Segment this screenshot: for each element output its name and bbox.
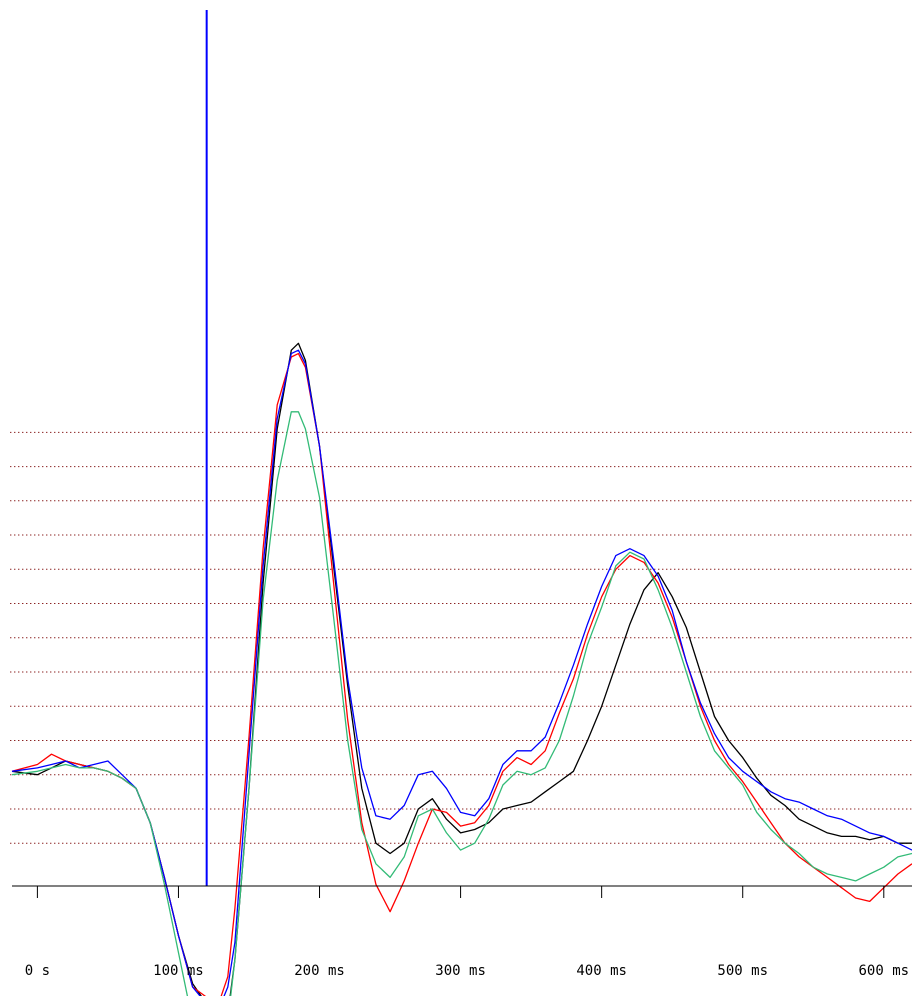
series-line — [11, 349, 912, 996]
series-line — [11, 342, 912, 996]
x-tick-label: 300 ms — [435, 963, 486, 979]
x-tick-label: 200 ms — [294, 963, 345, 979]
x-tick-label: 400 ms — [576, 963, 627, 979]
series-line — [11, 352, 912, 996]
series-line — [11, 411, 912, 996]
x-tick-label: 0 s — [25, 963, 50, 979]
x-axis-ticks: 0 s 100 ms 200 ms 300 ms 400 ms 500 ms 600 ms — [25, 886, 909, 979]
gridlines — [10, 431, 912, 844]
x-tick-label: 500 ms — [717, 963, 768, 979]
waveform-traces — [11, 342, 912, 996]
x-tick-label: 600 ms — [858, 963, 909, 979]
x-tick-label: 100 ms — [153, 963, 204, 979]
